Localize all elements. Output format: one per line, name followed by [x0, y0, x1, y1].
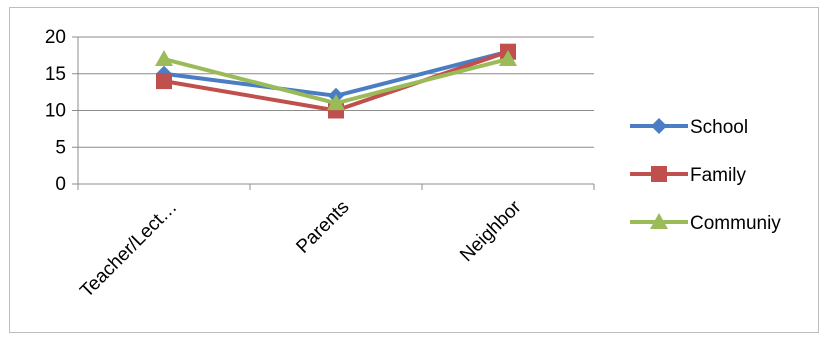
x-tick-label: Parents	[292, 197, 353, 258]
y-tick-labels: 0 5 10 15 20	[45, 27, 66, 195]
legend: School Family Communiy	[630, 117, 781, 234]
legend-marker-school	[651, 118, 667, 134]
data-point-communiy	[499, 50, 517, 67]
series	[155, 43, 517, 119]
x-tick-label: Teacher/Lect…	[76, 197, 181, 302]
data-point-communiy	[327, 94, 345, 111]
y-tick-label: 10	[45, 101, 66, 122]
data-point-family	[156, 73, 172, 90]
x-tick-labels: Teacher/Lect… Parents Neighbor	[76, 196, 526, 302]
x-tick-label: Neighbor	[456, 196, 526, 266]
legend-label-school: School	[690, 117, 748, 138]
legend-label-communiy: Communiy	[690, 213, 781, 234]
y-tick-label: 20	[45, 27, 66, 48]
y-tick-label: 0	[55, 174, 66, 195]
y-tick-label: 15	[45, 64, 66, 85]
legend-marker-family	[651, 166, 667, 182]
y-tick-label: 5	[55, 137, 66, 158]
chart-frame	[9, 7, 819, 333]
data-point-communiy	[155, 50, 173, 67]
legend-label-family: Family	[690, 165, 746, 186]
legend-marker-communiy	[650, 213, 668, 229]
axes	[72, 36, 595, 190]
